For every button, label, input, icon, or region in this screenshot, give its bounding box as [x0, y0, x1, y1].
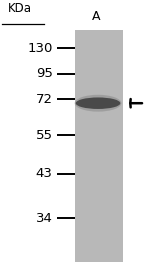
Text: 95: 95: [36, 67, 53, 80]
Ellipse shape: [76, 98, 120, 109]
Text: KDa: KDa: [8, 2, 32, 15]
Text: 55: 55: [36, 129, 53, 142]
Text: A: A: [92, 10, 101, 23]
Bar: [75, 30, 123, 262]
Text: 43: 43: [36, 167, 53, 180]
Text: 130: 130: [27, 42, 53, 55]
Ellipse shape: [75, 95, 122, 112]
Text: 72: 72: [36, 93, 53, 106]
Text: 34: 34: [36, 212, 53, 225]
